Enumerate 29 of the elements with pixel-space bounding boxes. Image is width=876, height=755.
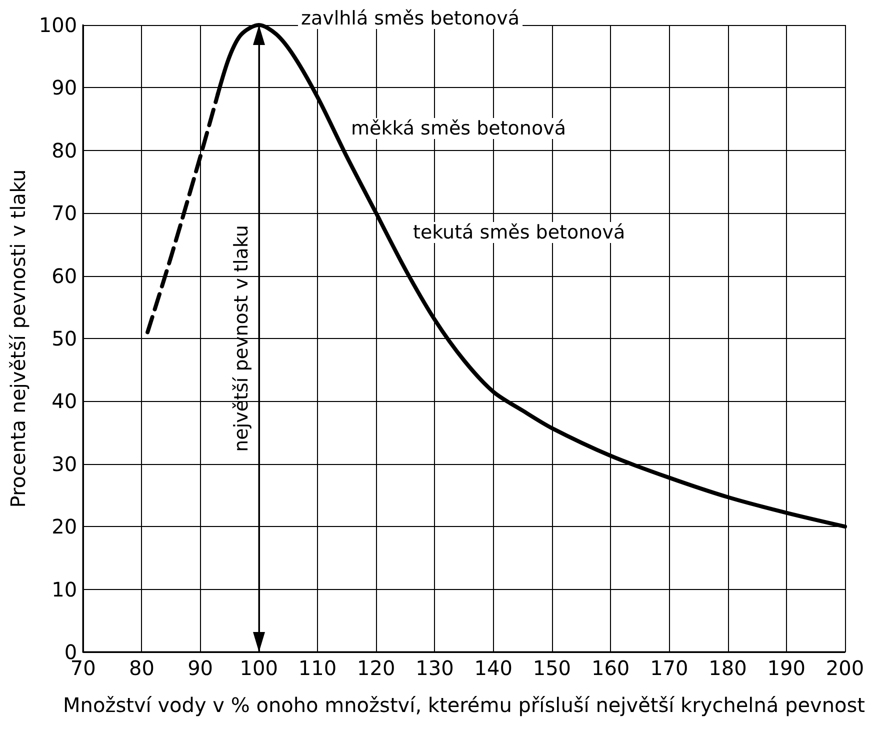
y-tick-label: 60 <box>52 264 78 288</box>
x-tick-label: 80 <box>128 656 154 680</box>
annotation: měkká směs betonová <box>351 118 566 140</box>
y-tick-label: 70 <box>52 201 78 226</box>
x-tick-label: 120 <box>357 656 396 680</box>
x-tick-label: 110 <box>298 656 337 680</box>
y-tick-label: 20 <box>52 514 78 539</box>
x-tick-label: 200 <box>826 656 864 680</box>
x-tick-label: 180 <box>708 656 747 680</box>
y-tick-label: 10 <box>52 577 78 602</box>
ref-line-label: největší pevnost v tlaku <box>230 225 252 452</box>
y-tick-label: 40 <box>52 389 78 414</box>
y-tick-label: 30 <box>52 452 78 476</box>
x-tick-label: 140 <box>474 656 512 680</box>
x-tick-label: 160 <box>591 656 630 680</box>
x-axis-title: Množství vody v % onoho množství, kterému přísluší největší krychelná pevnost <box>63 693 866 717</box>
x-tick-label: 130 <box>416 656 454 680</box>
x-tick-label: 100 <box>240 656 278 680</box>
x-tick-label: 150 <box>532 656 572 680</box>
x-tick-label: 170 <box>650 656 688 680</box>
annotation: zavlhlá směs betonová <box>301 8 520 30</box>
y-tick-label: 80 <box>52 138 78 162</box>
y-tick-label: 90 <box>52 76 78 100</box>
x-tick-label: 190 <box>767 656 806 680</box>
y-tick-label: 100 <box>38 13 78 37</box>
y-axis-title: Procenta největší pevnosti v tlaku <box>6 169 30 508</box>
y-tick-label: 50 <box>52 326 78 350</box>
annotation: tekutá směs betonová <box>413 222 626 244</box>
x-tick-label: 90 <box>188 656 214 680</box>
